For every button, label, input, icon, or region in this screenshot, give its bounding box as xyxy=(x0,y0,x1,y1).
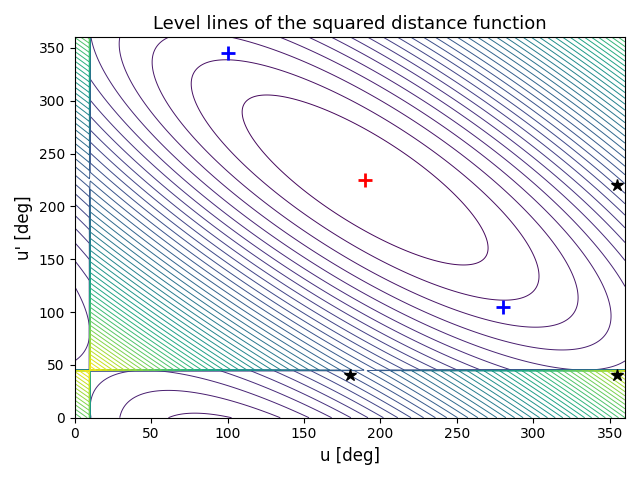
Y-axis label: u' [deg]: u' [deg] xyxy=(15,195,33,260)
Title: Level lines of the squared distance function: Level lines of the squared distance func… xyxy=(153,15,547,33)
X-axis label: u [deg]: u [deg] xyxy=(320,447,380,465)
